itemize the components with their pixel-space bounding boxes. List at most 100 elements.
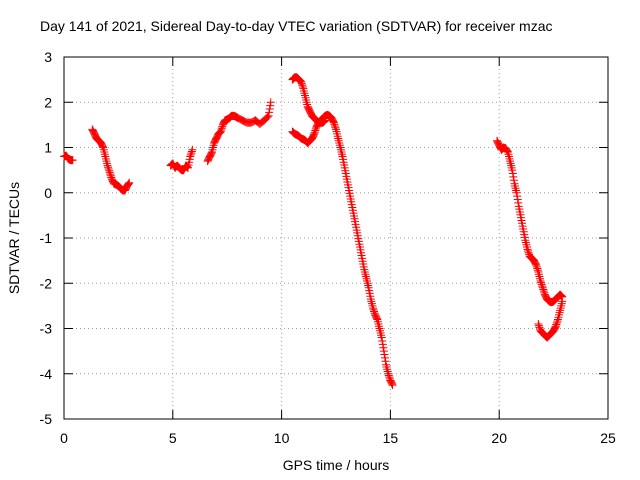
data-point	[512, 186, 521, 195]
data-point	[379, 347, 388, 356]
data-point	[101, 154, 110, 163]
data-point	[510, 181, 519, 190]
x-tick-label: 25	[600, 430, 616, 446]
data-point	[310, 128, 319, 137]
data-point	[377, 331, 386, 340]
data-point	[187, 147, 196, 156]
data-point	[329, 118, 338, 127]
data-point	[386, 376, 395, 385]
x-tick-label: 10	[274, 430, 290, 446]
data-point	[98, 142, 107, 151]
data-point	[522, 240, 531, 249]
data-point	[264, 111, 273, 120]
data-point	[333, 129, 342, 138]
y-tick-label: -1	[40, 230, 53, 246]
data-point	[538, 282, 547, 291]
data-point	[556, 304, 565, 313]
data-point	[537, 280, 546, 289]
data-point	[384, 369, 393, 378]
data-point	[337, 148, 346, 157]
gridlines	[64, 57, 608, 419]
data-point	[217, 124, 226, 133]
data-point	[387, 378, 396, 387]
data-point	[374, 322, 383, 331]
data-point	[104, 163, 113, 172]
series-seg2	[88, 125, 134, 195]
data-point	[265, 105, 274, 114]
data-point	[508, 166, 517, 175]
data-point	[363, 276, 372, 285]
data-point	[388, 381, 397, 390]
data-point	[372, 313, 381, 322]
data-point	[335, 141, 344, 150]
data-point	[369, 305, 378, 314]
data-point	[557, 292, 566, 301]
data-point	[361, 270, 370, 279]
data-point	[335, 138, 344, 147]
data-point	[300, 91, 309, 100]
y-tick-label: -3	[40, 321, 53, 337]
data-point	[106, 170, 115, 179]
data-point	[331, 123, 340, 132]
x-tick-label: 0	[60, 430, 68, 446]
data-point	[555, 310, 564, 319]
data-point	[363, 279, 372, 288]
data-point	[533, 266, 542, 275]
data-point	[105, 168, 114, 177]
data-point	[555, 308, 564, 317]
data-point	[553, 317, 562, 326]
data-point	[336, 143, 345, 152]
data-point	[522, 243, 531, 252]
y-tick-label: -2	[40, 275, 53, 291]
y-tick-label: 3	[44, 49, 52, 65]
data-point	[557, 301, 566, 310]
data-point	[556, 306, 565, 315]
data-point	[376, 326, 385, 335]
data-point	[209, 143, 218, 152]
data-point	[507, 163, 516, 172]
data-point	[188, 145, 197, 154]
data-point	[556, 291, 565, 300]
data-point	[302, 98, 311, 107]
data-point	[100, 150, 109, 159]
data-point	[377, 333, 386, 342]
data-point	[300, 89, 309, 98]
data-point	[299, 86, 308, 95]
data-point	[103, 161, 112, 170]
data-point	[557, 299, 566, 308]
data-point	[380, 353, 389, 362]
data-point	[537, 278, 546, 287]
data-point	[299, 84, 308, 93]
data-point	[266, 101, 275, 110]
data-point	[552, 320, 561, 329]
y-tick-label: -5	[40, 411, 53, 427]
data-point	[334, 134, 343, 143]
data-point	[370, 307, 379, 316]
data-point	[388, 379, 397, 388]
data-point	[124, 180, 133, 189]
data-point	[372, 314, 381, 323]
data-point	[367, 299, 376, 308]
data-point	[532, 262, 541, 271]
data-point	[506, 157, 515, 166]
data-point	[263, 112, 272, 121]
data-point	[505, 154, 514, 163]
data-point	[383, 365, 392, 374]
data-point	[297, 79, 306, 88]
data-point	[506, 159, 515, 168]
data-point	[512, 188, 521, 197]
data-point	[534, 321, 543, 330]
data-point	[510, 179, 519, 188]
data-point	[266, 98, 275, 107]
data-point	[534, 270, 543, 279]
data-point	[534, 267, 543, 276]
data-point	[374, 319, 383, 328]
data-point	[367, 297, 376, 306]
data-point	[106, 171, 115, 180]
data-point	[524, 247, 533, 256]
data-point	[554, 313, 563, 322]
data-point	[217, 125, 226, 134]
data-point	[298, 81, 307, 90]
data-point	[509, 176, 518, 185]
